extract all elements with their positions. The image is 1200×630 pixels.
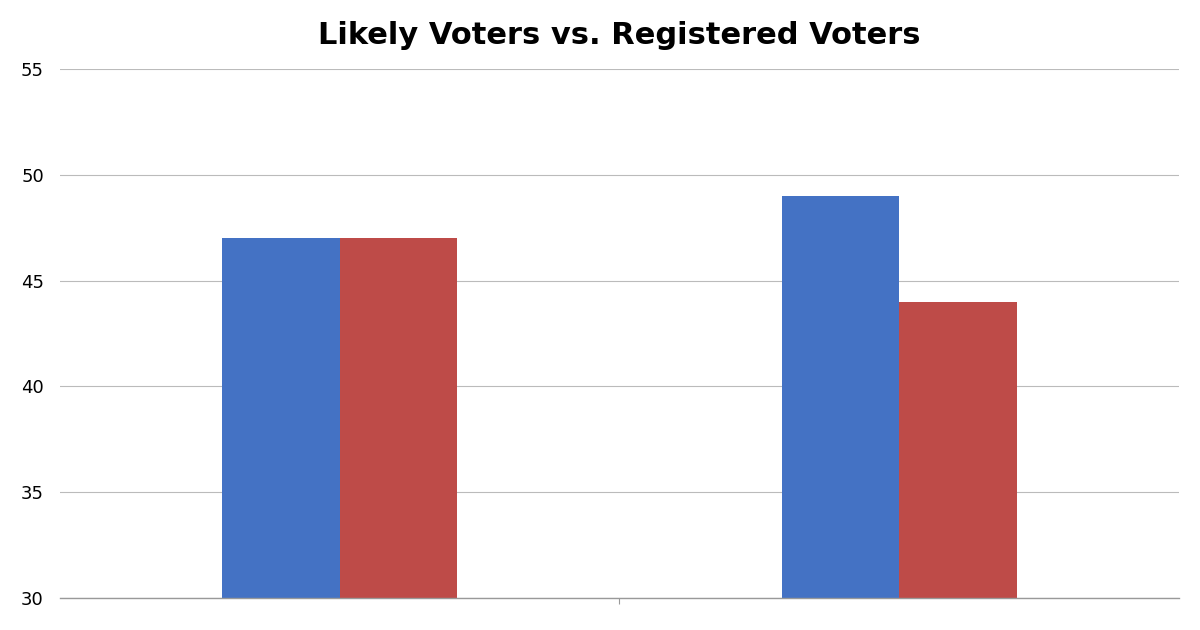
Bar: [340, 238, 457, 630]
Bar: [899, 302, 1016, 630]
Title: Likely Voters vs. Registered Voters: Likely Voters vs. Registered Voters: [318, 21, 920, 50]
Bar: [222, 238, 340, 630]
Bar: [781, 196, 899, 630]
